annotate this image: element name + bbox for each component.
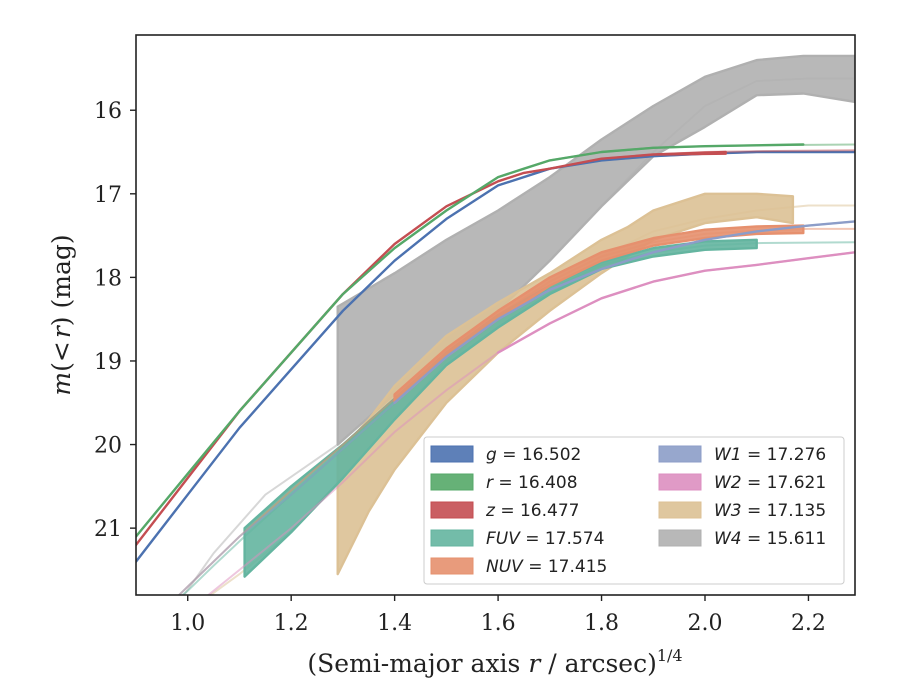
series-w1-band bbox=[393, 220, 855, 404]
legend-swatch bbox=[430, 501, 474, 519]
series-r-band bbox=[136, 143, 805, 538]
legend-item-w4: W4 = 15.611 bbox=[658, 529, 826, 549]
y-tick-label: 17 bbox=[94, 183, 122, 208]
x-tick-label: 2.2 bbox=[791, 611, 826, 636]
series-layer bbox=[136, 54, 855, 595]
y-tick-label: 20 bbox=[94, 434, 122, 459]
legend-swatch bbox=[658, 445, 702, 463]
x-tick-label: 1.6 bbox=[481, 611, 516, 636]
legend-label: FUV = 17.574 bbox=[486, 529, 604, 549]
legend-swatch bbox=[430, 529, 474, 547]
series-w2-band bbox=[496, 251, 855, 354]
legend-label: g = 16.502 bbox=[486, 445, 581, 465]
x-axis-label: (Semi-major axis r / arcsec)1/4 bbox=[307, 646, 682, 678]
legend-label: NUV = 17.415 bbox=[486, 557, 607, 577]
x-tick-label: 1.2 bbox=[274, 611, 309, 636]
legend-swatch bbox=[658, 529, 702, 547]
legend-swatch bbox=[430, 557, 474, 575]
legend-item-w3: W3 = 17.135 bbox=[658, 501, 826, 521]
legend-label: W2 = 17.621 bbox=[714, 473, 826, 493]
series-w2 bbox=[206, 251, 855, 595]
legend-entries: g = 16.502 r = 16.408 z = 16.477 FUV = 17.5… bbox=[430, 445, 826, 577]
legend-item-fuv: FUV = 17.574 bbox=[430, 529, 604, 549]
legend-item-g: g = 16.502 bbox=[430, 445, 581, 465]
legend-item-z: z = 16.477 bbox=[430, 501, 579, 521]
legend-label: z = 16.477 bbox=[485, 501, 579, 521]
legend-swatch bbox=[658, 501, 702, 519]
ticks-layer: 1.0 1.2 1.4 1.6 1.8 2.0 2.2 16 17 18 19 20 21 bbox=[94, 99, 826, 636]
legend-item-r: r = 16.408 bbox=[430, 473, 578, 493]
series-w1 bbox=[177, 220, 855, 595]
y-tick-label: 16 bbox=[94, 99, 122, 124]
x-tick-label: 1.8 bbox=[584, 611, 619, 636]
legend-swatch bbox=[658, 473, 702, 491]
y-tick-label: 18 bbox=[94, 266, 122, 291]
x-tick-label: 1.0 bbox=[170, 611, 205, 636]
y-axis-label: m(<r) (mag) bbox=[47, 234, 76, 395]
legend: g = 16.502 r = 16.408 z = 16.477 FUV = 17.5… bbox=[423, 436, 845, 585]
legend-frame bbox=[423, 436, 845, 585]
x-tick-label: 1.4 bbox=[377, 611, 412, 636]
plot-frame bbox=[135, 34, 856, 596]
series-g-band bbox=[136, 150, 855, 563]
legend-label: W4 = 15.611 bbox=[714, 529, 826, 549]
legend-item-nuv: NUV = 17.415 bbox=[430, 557, 607, 577]
y-tick-label: 19 bbox=[94, 350, 122, 375]
legend-label: W3 = 17.135 bbox=[714, 501, 826, 521]
y-tick-label: 21 bbox=[94, 517, 122, 542]
x-tick-label: 2.0 bbox=[687, 611, 722, 636]
legend-item-w1: W1 = 17.276 bbox=[658, 445, 826, 465]
legend-label: r = 16.408 bbox=[486, 473, 578, 493]
legend-item-w2: W2 = 17.621 bbox=[658, 473, 826, 493]
legend-swatch bbox=[430, 445, 474, 463]
series-r bbox=[136, 143, 855, 538]
legend-swatch bbox=[430, 473, 474, 491]
series-g bbox=[136, 150, 855, 563]
legend-label: W1 = 17.276 bbox=[714, 445, 826, 465]
